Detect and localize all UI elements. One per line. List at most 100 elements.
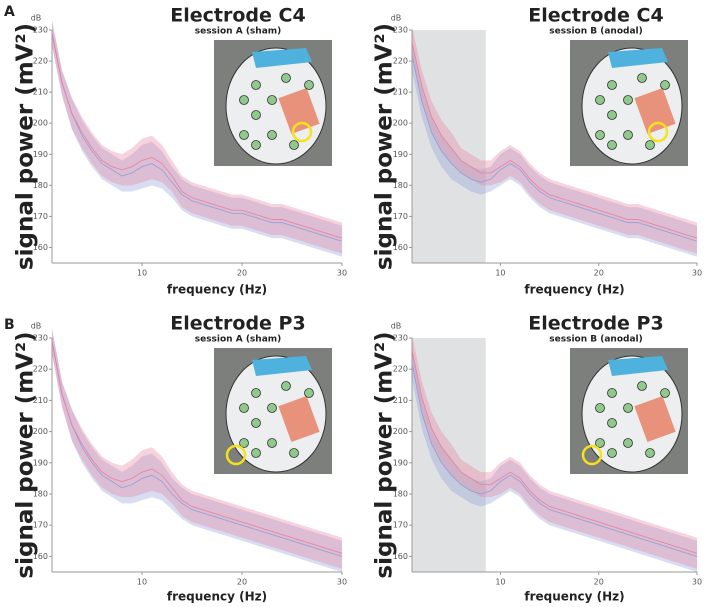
- inset-electrode: [289, 140, 299, 150]
- inset-electrode: [239, 403, 249, 413]
- y-tick-label: 230: [33, 334, 48, 343]
- x-tick-label: 30: [692, 578, 702, 587]
- inset-electrode: [607, 110, 617, 120]
- y-unit: dB: [31, 14, 42, 23]
- mean-line: [411, 350, 698, 554]
- y-tick-label: 190: [33, 150, 48, 159]
- y-unit: dB: [391, 322, 402, 331]
- y-tick-label: 230: [393, 26, 408, 35]
- y-unit: dB: [31, 322, 42, 331]
- error-band: [52, 20, 342, 254]
- chart-subtitle: session B (anodal): [549, 335, 642, 345]
- inset-marker: [581, 444, 603, 466]
- inset-electrode: [607, 418, 617, 428]
- inset-strip: [252, 356, 312, 376]
- y-tick-label: 180: [393, 490, 408, 499]
- y-tick-label: 200: [33, 119, 48, 128]
- inset-electrode: [251, 388, 261, 398]
- y-tick-label: 220: [393, 365, 408, 374]
- mean-line: [411, 54, 698, 242]
- x-tick-label: 20: [237, 578, 247, 587]
- inset-electrode: [281, 73, 291, 83]
- inset-electrode: [289, 448, 299, 458]
- x-tick-label: 20: [237, 269, 247, 278]
- inset-electrode: [239, 438, 249, 448]
- inset-marker: [291, 121, 313, 143]
- inset-electrode: [637, 73, 647, 83]
- y-unit: dB: [391, 14, 402, 23]
- error-band: [412, 347, 697, 572]
- x-tick-label: 30: [337, 269, 347, 278]
- y-tick-label: 190: [33, 458, 48, 467]
- inset-electrode: [623, 438, 633, 448]
- y-tick-label: 170: [393, 212, 408, 221]
- inset-electrode: [267, 438, 277, 448]
- y-axis-label: signal power (mV²): [372, 331, 398, 578]
- inset-strip: [252, 48, 312, 68]
- inset-electrode: [251, 80, 261, 90]
- inset-electrode: [304, 80, 314, 90]
- inset-marker: [225, 444, 247, 466]
- shaded-region: [412, 338, 486, 572]
- error-band: [412, 39, 697, 257]
- chart-title: Electrode P3: [528, 313, 663, 335]
- inset-electrode: [251, 418, 261, 428]
- inset-head: [225, 355, 327, 473]
- y-axis-label: signal power (mV²): [372, 23, 398, 270]
- y-tick-label: 180: [393, 181, 408, 190]
- inset-strip: [608, 356, 668, 376]
- y-axis-label: signal power (mV²): [13, 331, 39, 578]
- x-tick-label: 10: [137, 269, 147, 278]
- y-tick-label: 160: [33, 552, 48, 561]
- y-tick-label: 160: [33, 243, 48, 252]
- y-tick-label: 180: [33, 181, 48, 190]
- inset-electrode: [281, 381, 291, 391]
- chart-subtitle: session A (sham): [195, 27, 282, 37]
- x-axis-label: frequency (Hz): [524, 590, 624, 604]
- inset-electrode: [607, 80, 617, 90]
- x-tick-label: 30: [692, 269, 702, 278]
- y-tick-label: 170: [33, 212, 48, 221]
- y-tick-label: 200: [33, 427, 48, 436]
- inset-electrode: [607, 140, 617, 150]
- chart-title: Electrode C4: [170, 5, 305, 27]
- y-tick-label: 180: [33, 490, 48, 499]
- mean-line: [51, 33, 343, 239]
- inset-electrode: [239, 130, 249, 140]
- inset-electrode: [267, 95, 277, 105]
- panel-label: A: [4, 4, 15, 20]
- y-tick-label: 170: [33, 521, 48, 530]
- y-tick-label: 200: [393, 427, 408, 436]
- inset-head: [581, 355, 683, 473]
- x-tick-label: 20: [594, 578, 604, 587]
- error-band: [412, 334, 697, 569]
- inset-electrode: [595, 438, 605, 448]
- y-tick-label: 190: [393, 458, 408, 467]
- y-tick-label: 220: [393, 57, 408, 66]
- inset-electrode: [251, 448, 261, 458]
- inset-electrode: [595, 403, 605, 413]
- inset-electrode: [637, 381, 647, 391]
- mean-line: [411, 362, 698, 557]
- chart-title: Electrode P3: [170, 313, 305, 335]
- inset-electrode: [595, 130, 605, 140]
- y-tick-label: 210: [393, 88, 408, 97]
- inset-electrode: [623, 130, 633, 140]
- shaded-region: [412, 30, 486, 263]
- y-tick-label: 210: [33, 396, 48, 405]
- inset-electrode: [645, 448, 655, 458]
- inset-electrode: [251, 110, 261, 120]
- x-tick-label: 30: [337, 578, 347, 587]
- inset-anode: [634, 88, 676, 134]
- inset-head: [225, 47, 327, 165]
- inset-electrode: [267, 130, 277, 140]
- x-tick-label: 10: [495, 578, 505, 587]
- inset-electrode: [660, 388, 670, 398]
- x-axis-label: frequency (Hz): [167, 590, 267, 604]
- inset-electrode: [607, 448, 617, 458]
- x-tick-label: 20: [594, 269, 604, 278]
- y-tick-label: 220: [33, 365, 48, 374]
- inset-electrode: [660, 80, 670, 90]
- inset-electrode: [623, 95, 633, 105]
